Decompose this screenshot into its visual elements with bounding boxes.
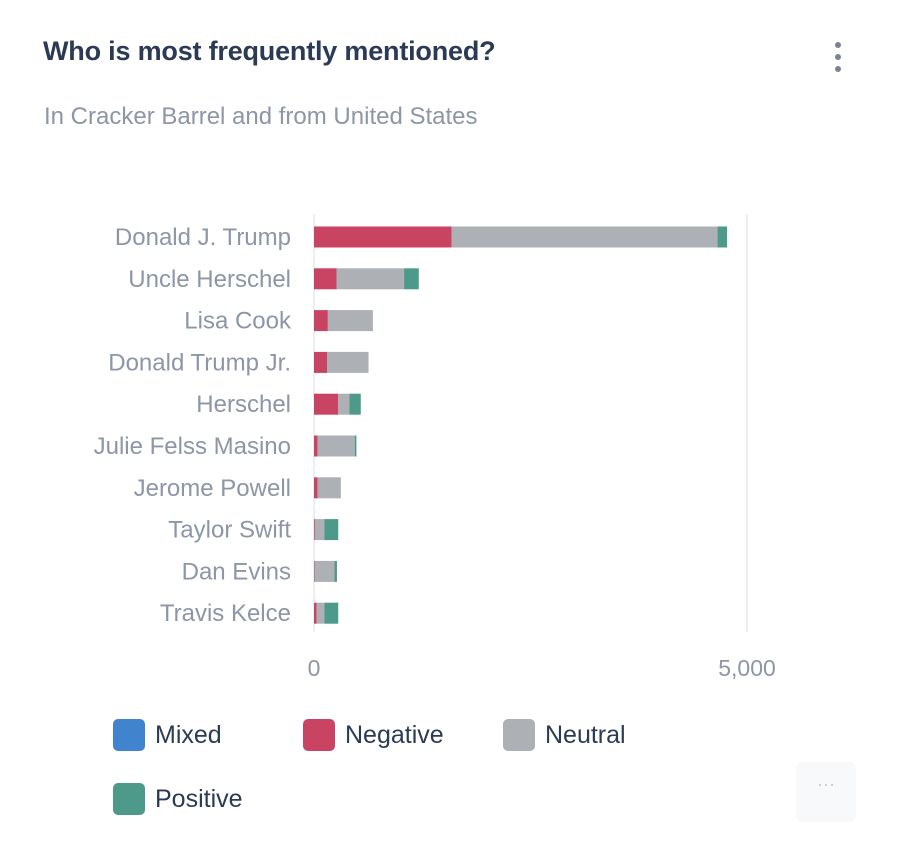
bar-segment-positive[interactable] bbox=[324, 519, 339, 541]
category-label: Donald J. Trump bbox=[115, 224, 291, 251]
bar-segment-positive[interactable] bbox=[354, 435, 357, 457]
menu-dot bbox=[835, 66, 841, 72]
bar-segment-neutral[interactable] bbox=[317, 477, 341, 499]
bar-segment-negative[interactable] bbox=[314, 226, 452, 248]
more-button[interactable]: ··· bbox=[796, 762, 856, 822]
legend-swatch bbox=[303, 719, 335, 751]
bar-segment-positive[interactable] bbox=[334, 560, 337, 582]
chart-subtitle: In Cracker Barrel and from United States bbox=[44, 103, 478, 130]
bar-segment-neutral[interactable] bbox=[451, 226, 718, 248]
bar-segment-negative[interactable] bbox=[314, 435, 318, 457]
bar-segment-negative[interactable] bbox=[314, 393, 339, 415]
category-label: Travis Kelce bbox=[160, 600, 291, 627]
legend-item-negative[interactable]: Negative bbox=[303, 719, 444, 751]
legend-swatch bbox=[503, 719, 535, 751]
vertical-dots-icon[interactable] bbox=[826, 40, 850, 74]
chart-title: Who is most frequently mentioned? bbox=[43, 36, 496, 66]
category-label: Donald Trump Jr. bbox=[108, 349, 291, 376]
bar-segment-positive[interactable] bbox=[349, 393, 361, 415]
legend-label: Positive bbox=[155, 784, 243, 813]
bar-segment-negative[interactable] bbox=[314, 560, 315, 582]
category-label: Taylor Swift bbox=[168, 517, 291, 544]
bar-segment-neutral[interactable] bbox=[326, 351, 369, 373]
legend-label: Neutral bbox=[545, 720, 626, 749]
legend-swatch bbox=[113, 783, 145, 815]
bar-segment-negative[interactable] bbox=[314, 268, 337, 290]
legend-swatch bbox=[113, 719, 145, 751]
category-label: Dan Evins bbox=[182, 558, 291, 585]
menu-dot bbox=[835, 54, 841, 60]
bar-segment-neutral[interactable] bbox=[316, 602, 325, 624]
bar-segment-negative[interactable] bbox=[314, 519, 315, 541]
bar-segment-positive[interactable] bbox=[717, 226, 728, 248]
category-label: Herschel bbox=[196, 391, 291, 418]
bar-segment-neutral[interactable] bbox=[314, 560, 335, 582]
category-label: Jerome Powell bbox=[134, 475, 291, 502]
x-tick-label: 0 bbox=[308, 655, 321, 681]
category-label: Uncle Herschel bbox=[128, 266, 291, 293]
bar-segment-neutral[interactable] bbox=[317, 435, 355, 457]
bar-segment-neutral[interactable] bbox=[336, 268, 405, 290]
bar-segment-negative[interactable] bbox=[314, 351, 327, 373]
legend-item-neutral[interactable]: Neutral bbox=[503, 719, 626, 751]
bar-segment-neutral[interactable] bbox=[338, 393, 350, 415]
bar-segment-positive[interactable] bbox=[404, 268, 419, 290]
category-label: Lisa Cook bbox=[184, 308, 292, 335]
bar-segment-positive[interactable] bbox=[324, 602, 339, 624]
stacked-bar-chart: 0 5,000 Donald J. Trump Uncle Herschel Lisa … bbox=[94, 214, 776, 681]
bar-segment-neutral[interactable] bbox=[314, 519, 325, 541]
bar-segment-negative[interactable] bbox=[314, 602, 317, 624]
category-label: Julie Felss Masino bbox=[94, 433, 291, 460]
legend-label: Mixed bbox=[155, 720, 222, 749]
x-tick-label: 5,000 bbox=[718, 655, 776, 681]
bar-segment-negative[interactable] bbox=[314, 310, 328, 332]
legend-item-mixed[interactable]: Mixed bbox=[113, 719, 222, 751]
bar-segment-negative[interactable] bbox=[314, 477, 318, 499]
legend-label: Negative bbox=[345, 720, 444, 749]
legend-item-positive[interactable]: Positive bbox=[113, 783, 243, 815]
menu-dot bbox=[835, 42, 841, 48]
bar-segment-neutral[interactable] bbox=[327, 310, 373, 332]
